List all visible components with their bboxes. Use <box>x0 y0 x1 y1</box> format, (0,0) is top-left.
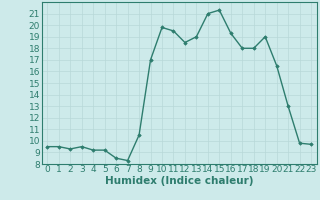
X-axis label: Humidex (Indice chaleur): Humidex (Indice chaleur) <box>105 176 253 186</box>
